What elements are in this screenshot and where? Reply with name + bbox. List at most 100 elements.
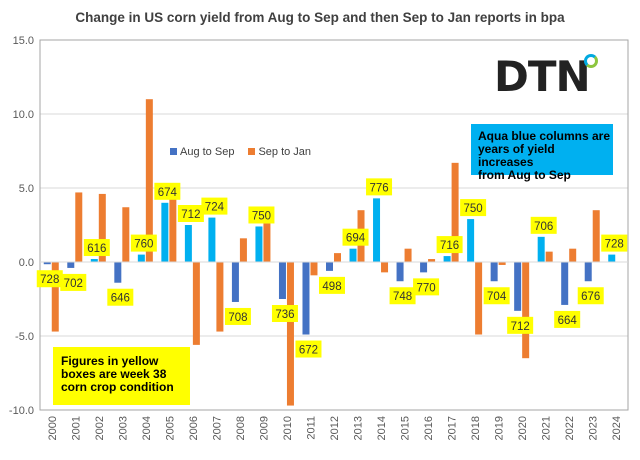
bar-aug-to-sep [90, 259, 98, 262]
bar-aug-to-sep [137, 254, 145, 262]
condition-label-box [483, 287, 510, 305]
bar-aug-to-sep [208, 217, 216, 262]
condition-label-box [224, 307, 251, 325]
y-tick-label: 15.0 [13, 35, 34, 47]
condition-label-box [436, 236, 463, 254]
bar-aug-to-sep [302, 262, 310, 335]
condition-label: 728 [40, 274, 59, 286]
x-tick-label: 2011 [305, 416, 317, 440]
bar-sep-to-jan [169, 198, 177, 262]
y-tick-label: 10.0 [13, 109, 34, 121]
bar-aug-to-sep [584, 262, 592, 282]
condition-label: 672 [299, 345, 318, 357]
aqua-note-line: from Aug to Sep [478, 168, 571, 182]
condition-label: 770 [416, 282, 435, 294]
condition-label: 736 [275, 309, 294, 321]
bar-aug-to-sep [443, 256, 451, 262]
bar-sep-to-jan [239, 238, 247, 262]
condition-label-box [107, 288, 134, 306]
bar-aug-to-sep [608, 254, 616, 262]
yellow-note-line: boxes are week 38 [61, 367, 167, 381]
bar-aug-to-sep [537, 236, 545, 262]
y-tick-label: -10.0 [9, 405, 34, 417]
condition-label-box [366, 178, 393, 196]
bar-aug-to-sep [43, 262, 51, 265]
x-tick-label: 2022 [564, 416, 576, 440]
dtn-logo: DTN [494, 52, 591, 101]
y-tick-label: 5.0 [19, 183, 34, 195]
condition-label: 776 [369, 182, 388, 194]
x-tick-label: 2004 [141, 416, 153, 440]
bar-sep-to-jan [428, 259, 436, 262]
condition-label: 712 [511, 321, 530, 333]
condition-label: 748 [393, 291, 412, 303]
condition-label: 724 [205, 202, 225, 214]
x-tick-label: 2005 [164, 416, 176, 440]
bar-sep-to-jan [592, 210, 600, 262]
bar-aug-to-sep [231, 262, 239, 302]
condition-label-box [60, 273, 87, 291]
condition-label-box [36, 270, 63, 288]
x-tick-label: 2009 [258, 416, 270, 440]
bar-sep-to-jan [498, 262, 506, 265]
condition-label-box [530, 216, 557, 234]
condition-label-box [295, 340, 322, 358]
bar-aug-to-sep [514, 262, 522, 311]
condition-label-box [413, 278, 440, 296]
bar-sep-to-jan [216, 262, 224, 332]
condition-label: 676 [581, 291, 600, 303]
bar-aug-to-sep [161, 202, 169, 262]
x-tick-label: 2017 [447, 416, 459, 440]
bar-sep-to-jan [263, 223, 271, 262]
condition-label-box [177, 205, 204, 222]
bar-aug-to-sep [490, 262, 498, 282]
x-tick-label: 2001 [70, 416, 82, 440]
condition-label: 704 [487, 291, 507, 303]
x-tick-label: 2014 [376, 416, 388, 440]
condition-label-box [154, 182, 181, 200]
condition-label: 728 [605, 239, 624, 251]
aqua-note-line: Aqua blue columns are [478, 129, 611, 143]
condition-label: 706 [534, 221, 553, 233]
bar-sep-to-jan [334, 253, 341, 262]
legend-label-aug: Aug to Sep [180, 146, 235, 158]
condition-label-box [389, 287, 416, 305]
condition-label-box [507, 316, 534, 334]
condition-label: 702 [64, 278, 83, 290]
legend-item-jan: Sep to Jan [248, 146, 311, 158]
x-tick-label: 2010 [282, 416, 294, 440]
bar-sep-to-jan [451, 162, 459, 262]
x-tick-label: 2023 [588, 416, 600, 440]
condition-label: 646 [111, 293, 130, 305]
x-tick-label: 2012 [329, 416, 341, 440]
aqua-note-line: years of yield increases [478, 142, 555, 169]
bar-sep-to-jan [569, 248, 577, 262]
bar-aug-to-sep [561, 262, 569, 305]
x-tick-label: 2018 [470, 416, 482, 440]
condition-label-box [319, 276, 345, 294]
yellow-note: Figures in yellow boxes are week 38 corn… [53, 347, 190, 405]
legend-swatch-aug [170, 148, 177, 155]
condition-label: 498 [322, 281, 341, 293]
legend-label-jan: Sep to Jan [258, 146, 312, 158]
x-tick-label: 2016 [423, 416, 435, 440]
bar-sep-to-jan [98, 193, 106, 262]
bar-sep-to-jan [122, 207, 130, 262]
condition-label-box [271, 305, 298, 322]
bar-aug-to-sep [255, 226, 263, 262]
condition-label-box [130, 234, 157, 252]
condition-label-box [342, 228, 369, 246]
condition-label: 674 [158, 187, 178, 199]
x-tick-label: 2019 [494, 416, 506, 440]
condition-label: 712 [181, 209, 200, 221]
condition-label: 750 [464, 203, 483, 215]
condition-label: 664 [558, 315, 578, 327]
condition-label: 616 [87, 243, 106, 255]
x-tick-label: 2006 [188, 416, 200, 440]
bar-sep-to-jan [545, 251, 553, 262]
condition-label-box [577, 287, 604, 305]
x-tick-label: 2000 [47, 416, 59, 440]
condition-label: 708 [228, 312, 247, 324]
bar-sep-to-jan [522, 262, 530, 359]
